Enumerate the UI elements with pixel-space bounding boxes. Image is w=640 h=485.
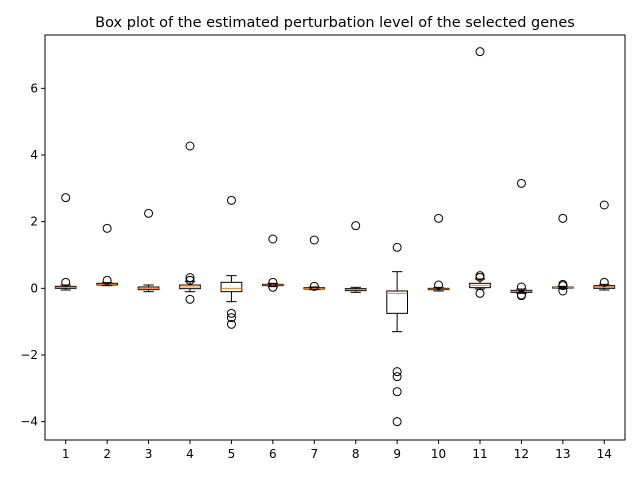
- x-tick-label-10: 10: [431, 447, 446, 461]
- outlier-9-2: [392, 372, 402, 382]
- box-group-11: [469, 47, 491, 298]
- outlier-2-1: [102, 275, 112, 285]
- outlier-9-4: [392, 417, 402, 427]
- x-tick-label-6: 6: [269, 447, 277, 461]
- outlier-4-0: [185, 141, 195, 151]
- outlier-9-0: [392, 242, 402, 252]
- outlier-4-3: [185, 294, 195, 304]
- box-group-14: [593, 200, 616, 291]
- box-group-3: [137, 208, 160, 293]
- chart-title: Box plot of the estimated perturbation l…: [95, 15, 575, 31]
- box-5: [220, 281, 243, 293]
- box-group-7: [303, 235, 326, 291]
- outlier-1-0: [61, 193, 71, 203]
- y-tick-label-2: 2: [30, 215, 38, 229]
- outlier-14-0: [599, 200, 609, 210]
- outlier-4-1: [185, 273, 195, 283]
- x-tick-label-5: 5: [228, 447, 236, 461]
- outlier-1-1: [61, 277, 71, 287]
- y-tick-label-6: 6: [30, 81, 38, 95]
- outlier-5-0: [226, 195, 236, 205]
- box-group-8: [344, 221, 367, 293]
- box-9: [386, 290, 408, 314]
- outlier-12-0: [516, 178, 526, 188]
- outlier-13-0: [558, 213, 568, 223]
- box-group-4: [179, 141, 201, 304]
- box-group-1: [54, 193, 77, 291]
- box-group-5: [220, 195, 243, 329]
- outlier-11-2: [475, 272, 485, 282]
- x-tick-label-9: 9: [393, 447, 401, 461]
- outlier-13-2: [558, 281, 568, 291]
- outlier-5-3: [226, 319, 236, 329]
- outlier-14-1: [599, 277, 609, 287]
- outlier-6-1: [268, 277, 278, 287]
- outlier-4-2: [185, 275, 195, 285]
- box-group-12: [510, 178, 533, 301]
- outlier-7-0: [309, 235, 319, 245]
- outlier-9-3: [392, 387, 402, 397]
- outlier-6-2: [268, 282, 278, 292]
- x-tick-label-7: 7: [310, 447, 318, 461]
- outlier-10-1: [434, 280, 444, 290]
- box-group-9: [386, 242, 408, 427]
- outlier-11-0: [475, 47, 485, 57]
- x-tick-label-14: 14: [597, 447, 612, 461]
- axes-frame: [44, 34, 626, 441]
- x-tick-label-2: 2: [103, 447, 111, 461]
- outlier-10-0: [434, 213, 444, 223]
- outlier-5-2: [226, 313, 236, 323]
- box-group-6: [262, 234, 284, 292]
- outlier-9-1: [392, 367, 402, 377]
- outlier-11-3: [475, 288, 485, 298]
- x-tick-label-13: 13: [555, 447, 570, 461]
- outlier-13-3: [558, 286, 568, 296]
- x-tick-label-11: 11: [472, 447, 487, 461]
- outlier-2-0: [102, 223, 112, 233]
- outlier-5-1: [226, 308, 236, 318]
- x-tick-label-3: 3: [145, 447, 153, 461]
- box-group-2: [96, 223, 118, 287]
- box-group-10: [427, 213, 450, 292]
- box-group-13: [552, 213, 574, 296]
- outlier-6-0: [268, 234, 278, 244]
- outlier-7-1: [309, 281, 319, 291]
- y-tick-label--2: −2: [20, 348, 38, 362]
- x-tick-label-4: 4: [186, 447, 194, 461]
- outlier-12-3: [516, 291, 526, 301]
- x-tick-label-1: 1: [62, 447, 70, 461]
- y-tick-label-4: 4: [30, 148, 38, 162]
- y-tick-label-0: 0: [30, 281, 38, 295]
- x-tick-label-8: 8: [352, 447, 360, 461]
- y-tick-label--4: −4: [20, 415, 38, 429]
- x-tick-label-12: 12: [514, 447, 529, 461]
- outlier-8-0: [351, 221, 361, 231]
- outlier-3-0: [144, 208, 154, 218]
